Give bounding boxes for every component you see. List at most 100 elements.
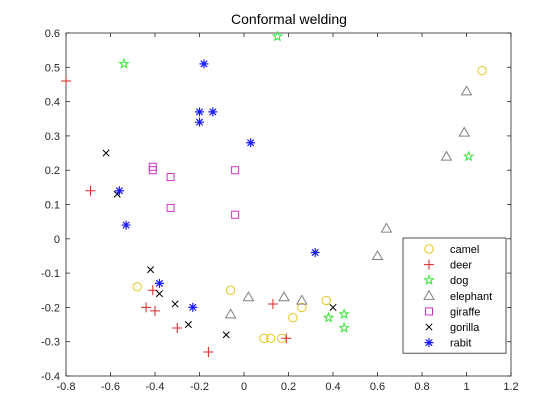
data-point-gorilla <box>329 303 337 311</box>
legend-item-deer: deer <box>424 259 472 272</box>
series-giraffe <box>148 162 240 219</box>
data-point-elephant <box>440 150 453 161</box>
x-tick-label: 0.2 <box>281 381 296 393</box>
legend-item-elephant: elephant <box>423 289 492 303</box>
data-point-gorilla <box>102 149 110 157</box>
data-point-dog <box>322 311 335 323</box>
data-point-camel <box>288 312 298 323</box>
data-point-deer <box>281 333 292 344</box>
data-point-elephant <box>278 291 290 302</box>
data-point-deer <box>141 302 152 313</box>
data-point-rabit <box>114 186 124 196</box>
series-elephant <box>224 85 473 319</box>
y-tick-label: 0.4 <box>45 97 60 109</box>
legend-marker-elephant <box>423 289 435 300</box>
legend-label-deer: deer <box>450 260 472 272</box>
data-point-giraffe <box>231 166 240 175</box>
data-point-dog <box>338 308 350 320</box>
y-tick-label: -0.4 <box>41 371 60 383</box>
legend-marker-dog <box>423 274 435 286</box>
x-tick-label: 0 <box>241 381 247 393</box>
data-point-elephant <box>371 249 384 261</box>
data-point-rabit <box>246 138 256 148</box>
data-point-camel <box>297 302 307 313</box>
x-tick-label: 1 <box>463 381 469 393</box>
data-point-dog <box>338 321 350 333</box>
x-tick-label: -0.4 <box>146 381 165 393</box>
data-point-deer <box>85 185 96 196</box>
data-point-camel <box>259 333 269 343</box>
legend-item-camel: camel <box>424 244 479 256</box>
data-point-gorilla <box>222 331 230 339</box>
data-point-rabit <box>310 248 320 258</box>
data-point-gorilla <box>146 266 155 274</box>
data-point-elephant <box>458 126 471 137</box>
data-point-camel <box>266 333 276 343</box>
data-point-giraffe <box>166 203 175 212</box>
series-deer <box>61 76 292 357</box>
y-tick-label: 0.3 <box>45 131 60 143</box>
x-tick-label: -0.2 <box>190 381 209 393</box>
y-tick-label: 0.1 <box>45 200 60 212</box>
data-point-camel <box>477 66 487 76</box>
data-point-elephant <box>380 222 393 233</box>
y-tick-label: 0.2 <box>45 165 60 177</box>
legend-item-dog: dog <box>423 274 468 287</box>
axis-ticks: -0.8 -0.6 -0.4 -0.2 0 0.2 0.4 0.6 0.8 1 1.2 -0.4 -0.… <box>41 28 519 393</box>
data-point-giraffe <box>166 173 175 182</box>
y-tick-label: -0.2 <box>41 302 60 314</box>
legend: camel deer dog elephant giraffe gorilla rabit <box>402 237 507 354</box>
data-point-camel <box>321 295 332 306</box>
y-tick-label: 0.5 <box>45 62 60 74</box>
y-tick-label: -0.1 <box>41 268 60 280</box>
data-point-dog <box>271 30 284 42</box>
data-point-deer <box>267 298 278 309</box>
data-point-deer <box>147 285 158 296</box>
legend-marker-rabit <box>424 338 434 348</box>
x-tick-label: 0.4 <box>325 381 340 393</box>
data-point-rabit <box>188 302 198 312</box>
data-point-elephant <box>224 308 237 319</box>
data-point-elephant <box>460 85 473 96</box>
data-point-elephant <box>295 294 308 305</box>
data-point-deer <box>61 76 71 87</box>
data-point-deer <box>203 346 214 357</box>
legend-marker-camel <box>424 244 434 254</box>
data-point-rabit <box>199 59 209 69</box>
legend-item-giraffe: giraffe <box>425 306 480 318</box>
data-layer <box>61 30 487 357</box>
x-tick-label: 0.6 <box>370 381 385 393</box>
legend-marker-deer <box>424 259 434 270</box>
legend-box <box>402 237 507 354</box>
data-point-gorilla <box>171 300 179 308</box>
data-point-dog <box>118 57 130 69</box>
x-tick-label: 1.2 <box>503 381 518 393</box>
legend-label-camel: camel <box>450 244 479 256</box>
data-point-rabit <box>121 220 131 230</box>
data-point-deer <box>150 305 160 316</box>
legend-marker-gorilla <box>425 323 433 331</box>
data-point-elephant <box>242 291 255 302</box>
data-point-gorilla <box>155 290 164 298</box>
legend-marker-giraffe <box>425 307 433 316</box>
x-tick-label: 0.8 <box>414 381 429 393</box>
data-point-rabit <box>208 107 218 117</box>
legend-label-elephant: elephant <box>450 291 492 303</box>
data-point-gorilla <box>184 320 192 329</box>
data-point-rabit <box>195 107 204 117</box>
legend-item-gorilla: gorilla <box>425 322 480 334</box>
legend-label-dog: dog <box>450 275 468 287</box>
data-point-camel <box>132 282 142 292</box>
series-camel <box>132 66 487 343</box>
y-tick-label: 0 <box>54 234 60 246</box>
data-point-dog <box>462 150 475 162</box>
y-tick-label: -0.3 <box>41 337 60 349</box>
legend-label-giraffe: giraffe <box>450 306 480 318</box>
data-point-camel <box>225 285 236 295</box>
legend-label-gorilla: gorilla <box>450 322 480 334</box>
data-point-rabit <box>154 278 164 288</box>
series-dog <box>118 30 475 333</box>
y-tick-label: 0.6 <box>45 28 60 40</box>
chart-title: Conformal welding <box>231 11 347 27</box>
